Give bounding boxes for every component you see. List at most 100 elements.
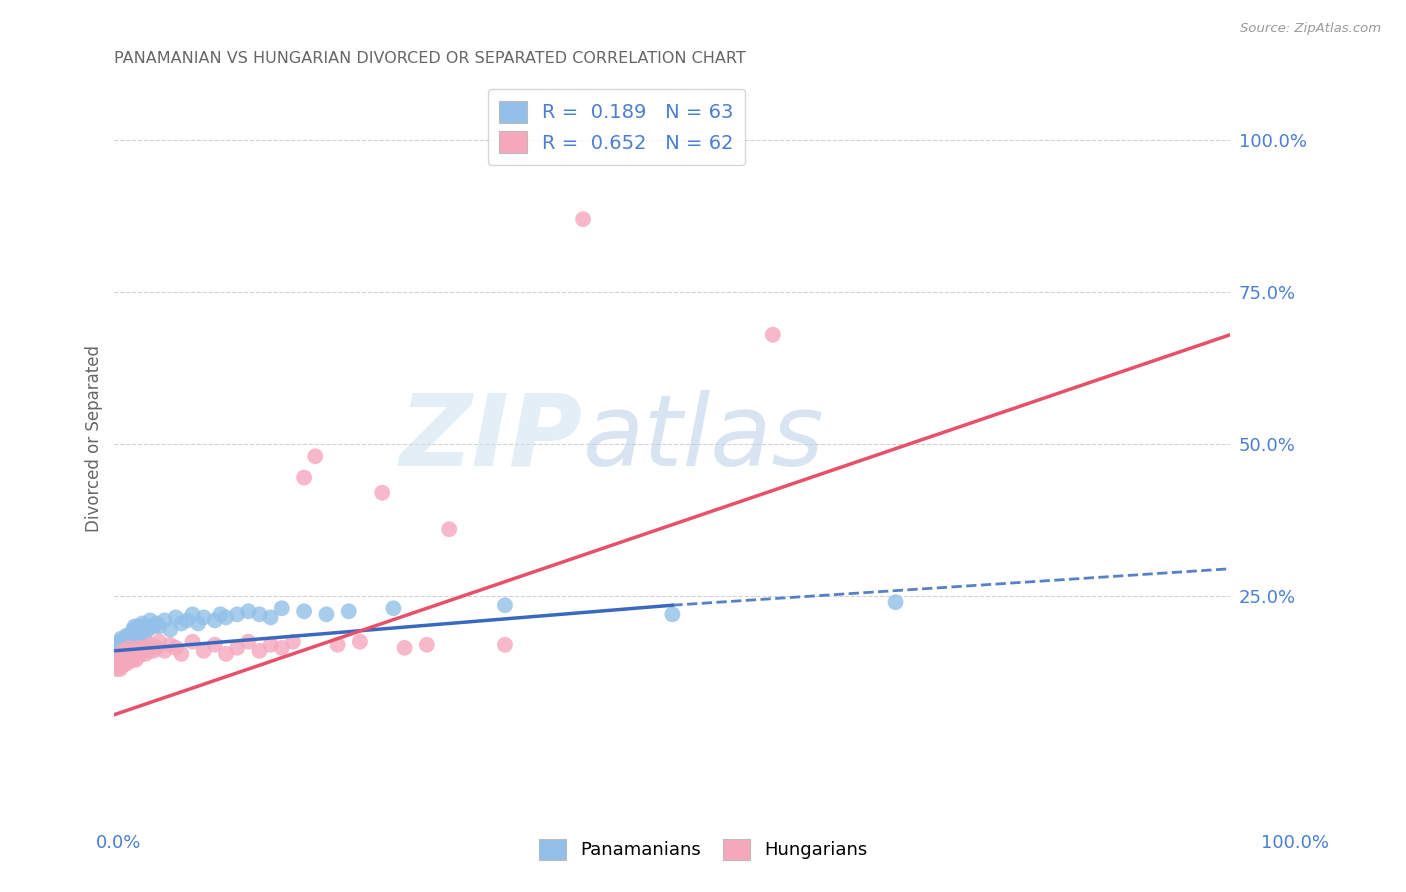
Point [131,616,153,631]
Point [122,649,145,664]
Point [315,607,337,622]
Point [110,656,132,670]
Point [115,647,138,661]
Point [118,629,141,643]
Point [129,647,152,661]
Point [181,607,204,622]
Point [226,640,249,655]
Point [142,619,165,633]
Point [112,644,135,658]
Point [204,638,226,652]
Point [120,647,142,661]
Point [494,598,516,612]
Point [181,634,204,648]
Point [117,634,139,648]
Point [128,619,150,633]
Point [112,656,135,670]
Point [204,614,226,628]
Point [416,638,439,652]
Point [176,614,198,628]
Point [215,647,238,661]
Point [187,616,209,631]
Point [135,619,157,633]
Point [121,634,143,648]
Point [118,640,141,655]
Point [139,638,162,652]
Point [146,640,169,655]
Point [127,649,149,664]
Text: PANAMANIAN VS HUNGARIAN DIVORCED OR SEPARATED CORRELATION CHART: PANAMANIAN VS HUNGARIAN DIVORCED OR SEPA… [114,51,747,66]
Point [108,634,131,648]
Y-axis label: Divorced or Separated: Divorced or Separated [86,344,103,532]
Point [127,632,149,646]
Point [153,644,176,658]
Point [153,614,176,628]
Point [371,485,394,500]
Point [270,601,292,615]
Point [115,649,138,664]
Point [304,450,326,464]
Point [337,604,360,618]
Point [661,607,683,622]
Point [165,610,187,624]
Point [117,647,139,661]
Point [114,653,136,667]
Point [111,634,134,648]
Point [170,647,193,661]
Point [226,607,249,622]
Text: 100.0%: 100.0% [1261,834,1329,852]
Point [124,638,146,652]
Point [111,659,134,673]
Point [110,632,132,646]
Point [115,638,138,652]
Point [124,653,146,667]
Point [142,644,165,658]
Point [494,638,516,652]
Point [118,638,141,652]
Point [349,634,371,648]
Point [170,616,193,631]
Point [125,623,148,637]
Point [209,607,232,622]
Point [159,623,181,637]
Point [131,644,153,658]
Point [193,644,215,658]
Point [326,638,349,652]
Point [292,604,315,618]
Point [259,610,281,624]
Point [134,640,156,655]
Point [122,623,145,637]
Point [572,212,595,227]
Point [121,653,143,667]
Point [108,649,131,664]
Legend: Panamanians, Hungarians: Panamanians, Hungarians [531,831,875,867]
Point [124,634,146,648]
Point [118,653,141,667]
Point [118,640,141,655]
Point [120,629,142,643]
Point [136,644,159,658]
Point [148,619,170,633]
Point [394,640,416,655]
Point [117,656,139,670]
Point [139,614,162,628]
Point [884,595,907,609]
Point [437,522,460,536]
Point [114,644,136,658]
Point [159,638,181,652]
Point [107,653,129,667]
Point [114,644,136,658]
Point [135,647,157,661]
Point [111,644,134,658]
Point [259,638,281,652]
Point [281,634,304,648]
Point [112,640,135,655]
Point [762,327,785,342]
Point [114,656,136,670]
Point [108,638,131,652]
Point [108,649,131,664]
Point [125,647,148,661]
Point [108,659,131,673]
Point [165,640,187,655]
Point [193,610,215,624]
